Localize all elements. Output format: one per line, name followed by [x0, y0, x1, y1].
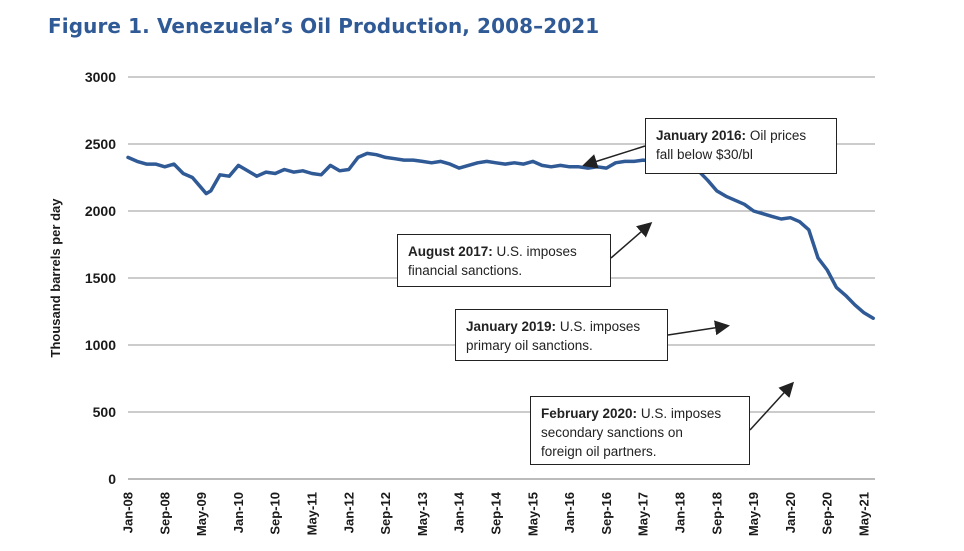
- x-tick-label: May-15: [525, 492, 540, 536]
- arrow-feb-2020: [749, 381, 795, 431]
- x-tick-label: Sep-20: [820, 492, 835, 535]
- x-tick-label: May-09: [194, 492, 209, 536]
- annotation-feb-2020-text1: U.S. imposes: [637, 406, 722, 421]
- x-tick-label: Sep-16: [599, 492, 614, 535]
- x-tick-label: Jan-10: [231, 492, 246, 533]
- y-axis-label: Thousand barrels per day: [48, 198, 63, 358]
- y-tick-label: 500: [93, 404, 117, 420]
- x-tick-label: Sep-12: [378, 492, 393, 535]
- annotation-jan-2019-text2: primary oil sanctions.: [466, 338, 593, 353]
- x-tick-label: Sep-08: [157, 492, 172, 535]
- x-tick-label: Sep-14: [489, 491, 504, 534]
- x-tick-label: Jan-20: [783, 492, 798, 533]
- x-axis-ticks: Jan-08 Sep-08 May-09 Jan-10 Sep-10 May-11 Jan-…: [121, 491, 872, 536]
- annotation-aug-2017-text1: U.S. imposes: [492, 244, 577, 259]
- y-tick-label: 0: [108, 471, 116, 487]
- annotation-aug-2017-text2: financial sanctions.: [408, 263, 523, 278]
- x-tick-label: Jan-14: [452, 491, 467, 533]
- y-tick-label: 2500: [85, 136, 116, 152]
- annotation-feb-2020-text2: secondary sanctions on: [541, 425, 683, 440]
- annotation-feb-2020: February 2020: U.S. imposes secondary sa…: [530, 396, 750, 465]
- annotation-jan-2019-date: January 2019:: [466, 319, 557, 334]
- x-tick-label: Jan-08: [121, 492, 136, 533]
- x-tick-label: May-13: [415, 492, 430, 536]
- annotation-feb-2020-date: February 2020:: [541, 406, 638, 421]
- annotation-arrows: [582, 145, 795, 431]
- x-tick-label: Jan-12: [341, 492, 356, 533]
- annotation-feb-2020-text3: foreign oil partners.: [541, 444, 657, 459]
- series-line-oil-production: [126, 151, 875, 320]
- arrow-jan-2019: [667, 320, 730, 336]
- x-tick-label: May-19: [746, 492, 761, 536]
- x-tick-label: Jan-18: [673, 492, 688, 533]
- annotation-jan-2019-text1: U.S. imposes: [556, 319, 641, 334]
- x-tick-label: May-17: [636, 492, 651, 536]
- arrow-jan-2016: [582, 145, 646, 169]
- x-tick-label: May-11: [305, 492, 320, 535]
- annotation-jan-2016-text1: Oil prices: [746, 128, 807, 143]
- annotation-aug-2017: August 2017: U.S. imposes financial sanc…: [397, 234, 611, 287]
- annotation-jan-2016-text2: fall below $30/bl: [656, 147, 753, 162]
- annotation-aug-2017-date: August 2017:: [408, 244, 493, 259]
- x-tick-label: Sep-18: [709, 492, 724, 535]
- y-axis-ticks: 0 500 1000 1500 2000 2500 3000: [85, 69, 116, 487]
- chart-title: Figure 1. Venezuela’s Oil Production, 20…: [48, 14, 600, 38]
- y-tick-label: 3000: [85, 69, 116, 85]
- annotation-jan-2019: January 2019: U.S. imposes primary oil s…: [455, 309, 668, 361]
- y-tick-label: 1500: [85, 270, 116, 286]
- annotation-jan-2016-date: January 2016:: [656, 128, 747, 143]
- x-tick-label: May-21: [857, 492, 872, 536]
- x-tick-label: Jan-16: [562, 492, 577, 533]
- y-tick-label: 1000: [85, 337, 116, 353]
- x-tick-label: Sep-10: [268, 492, 283, 535]
- annotation-jan-2016: January 2016: Oil prices fall below $30/…: [645, 118, 837, 174]
- y-tick-label: 2000: [85, 203, 116, 219]
- arrow-aug-2017: [610, 222, 653, 259]
